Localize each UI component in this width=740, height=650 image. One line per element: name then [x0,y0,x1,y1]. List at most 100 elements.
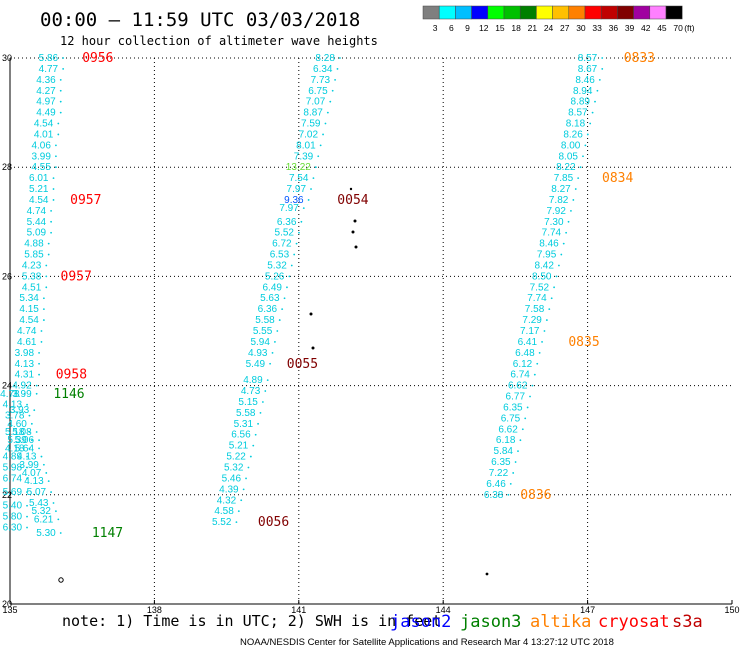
data-label: 13.22 [286,162,311,173]
data-label: 4.49 [36,108,56,119]
data-label: 7.74 [527,293,547,304]
data-label: 4.13 [24,476,44,487]
data-label: 6.41 [518,337,538,348]
data-point [26,526,28,529]
data-point [565,231,568,234]
data-label: 5.40 [3,501,23,512]
colorbar-swatch [552,5,570,20]
data-point [52,177,55,180]
data-point [42,308,45,311]
time-label: 0957 [70,193,101,208]
data-label: 7.97 [287,184,307,195]
data-point [298,231,300,234]
data-label: 8.67 [578,64,598,75]
data-point [45,275,48,278]
data-point [52,199,55,201]
island [485,572,489,576]
data-label: 5.26 [265,271,285,282]
data-point [40,455,43,458]
data-point [30,422,33,425]
legend-s3a: s3a [672,612,703,632]
data-label: 5.49 [246,359,266,370]
data-label: 4.32 [217,495,237,506]
data-label: 7.58 [525,304,545,315]
data-label: 6.35 [503,402,523,413]
data-label: 6.21 [34,514,54,525]
data-label: 7.82 [549,195,569,206]
data-point [38,362,40,365]
data-label: 6.75 [501,413,521,424]
colorbar-label: 18 [511,23,521,33]
data-label: 6.53 [270,250,290,261]
data-point [55,510,57,513]
data-point [524,417,527,420]
legend-jason2: jason2 [390,612,451,632]
data-point [38,351,40,354]
island [349,187,353,191]
data-label: 6.01 [29,173,49,184]
data-point [26,477,28,480]
data-point [247,466,250,469]
data-label: 7.52 [530,282,550,293]
satellite-tracks: 5.864.774.364.274.974.494.544.014.063.99… [0,51,655,541]
data-point [35,431,38,433]
data-label: 7.39 [294,151,314,162]
data-label: 8.94 [573,86,593,97]
data-point [512,472,515,474]
data-label: 4.89 [243,375,263,386]
data-point [507,493,510,496]
island [58,577,64,583]
data-point [582,155,584,158]
data-label: 4.51 [22,282,42,293]
data-label: 8.26 [563,129,583,140]
island [354,245,358,249]
data-label: 8.46 [539,239,559,250]
colorbar-swatch [617,5,634,20]
data-label: 7.74 [542,228,562,239]
data-label: 7.73 [311,75,331,86]
data-point [331,89,334,92]
data-label: 6.62 [508,381,528,392]
data-label: 4.74 [27,206,47,217]
data-point [548,308,551,311]
data-point [538,351,541,354]
data-label: 5.22 [226,452,246,463]
colorbar-label: 70 [673,23,683,33]
data-label: 5.32 [267,260,287,271]
data-point [317,155,320,158]
colorbar-swatch [536,5,553,20]
data-label: 4.93 [248,348,268,359]
data-point [553,286,555,289]
data-point [601,68,604,70]
data-label: 6.35 [491,457,511,468]
data-label: 4.18 [5,443,25,454]
data-point [42,319,45,321]
data-point [293,253,296,256]
data-label: 5.32 [224,463,244,474]
colorbar-swatch [665,5,683,20]
data-point [52,502,55,504]
data-label: 4.06 [31,140,51,151]
data-point [57,518,60,521]
colorbar-label: 27 [560,23,570,33]
data-point [45,472,48,474]
time-label: 0834 [602,171,633,186]
data-label: 6.48 [515,348,535,359]
colorbar-swatch [649,5,667,20]
data-label: 8.89 [571,97,591,108]
colorbar-label: 42 [641,23,651,33]
track-altika: 6.416.486.126.746.626.776.356.756.626.18… [484,335,600,503]
data-label: 3.99 [12,389,32,400]
data-point [269,362,272,365]
data-label: 6.46 [486,479,506,490]
colorbar-label: 9 [465,23,470,33]
colorbar-label: 39 [625,23,635,33]
data-label: 8.57 [568,108,588,119]
colorbar-swatch [503,5,521,20]
time-label: 0833 [624,51,655,66]
colorbar-label: 36 [609,23,619,33]
data-point [26,466,28,469]
data-point [59,111,62,114]
island [351,230,355,234]
data-point [23,392,26,395]
